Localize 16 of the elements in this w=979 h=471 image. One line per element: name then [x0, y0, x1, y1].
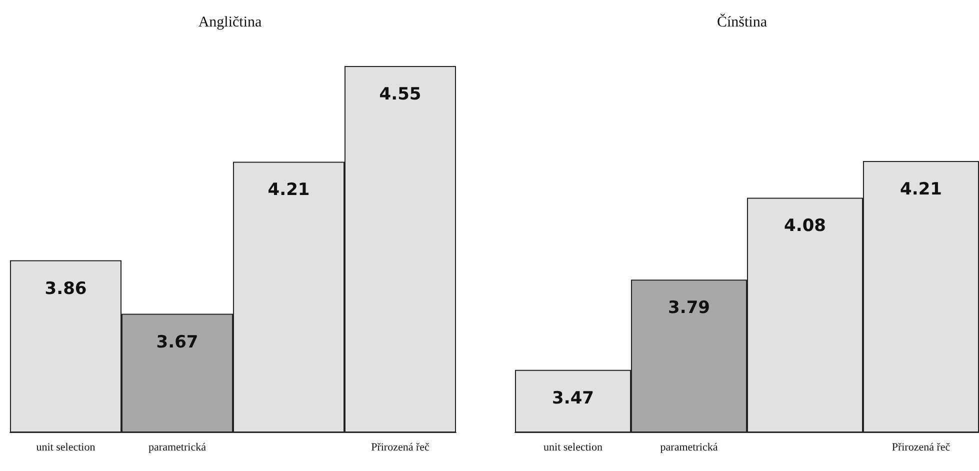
data-label: 3.47	[552, 388, 594, 408]
data-label: 4.08	[784, 216, 826, 236]
data-label: 4.21	[268, 180, 310, 200]
data-label: 3.86	[44, 278, 87, 299]
data-label: 4.55	[379, 84, 422, 104]
data-label: 4.21	[900, 180, 942, 200]
data-label: 3.79	[668, 298, 710, 318]
chart-title: Čínština	[716, 14, 768, 30]
x-tick-label: unit selection	[36, 442, 96, 454]
x-tick-label: parametrická	[148, 442, 206, 454]
x-tick-label: Přirozená řeč	[371, 442, 430, 454]
chart-title: Angličtina	[198, 14, 262, 30]
x-tick-label: unit selection	[544, 442, 603, 454]
data-label: 3.67	[156, 332, 198, 352]
x-tick-label: parametrická	[660, 442, 718, 454]
x-tick-label: Přirozená řeč	[892, 442, 950, 454]
